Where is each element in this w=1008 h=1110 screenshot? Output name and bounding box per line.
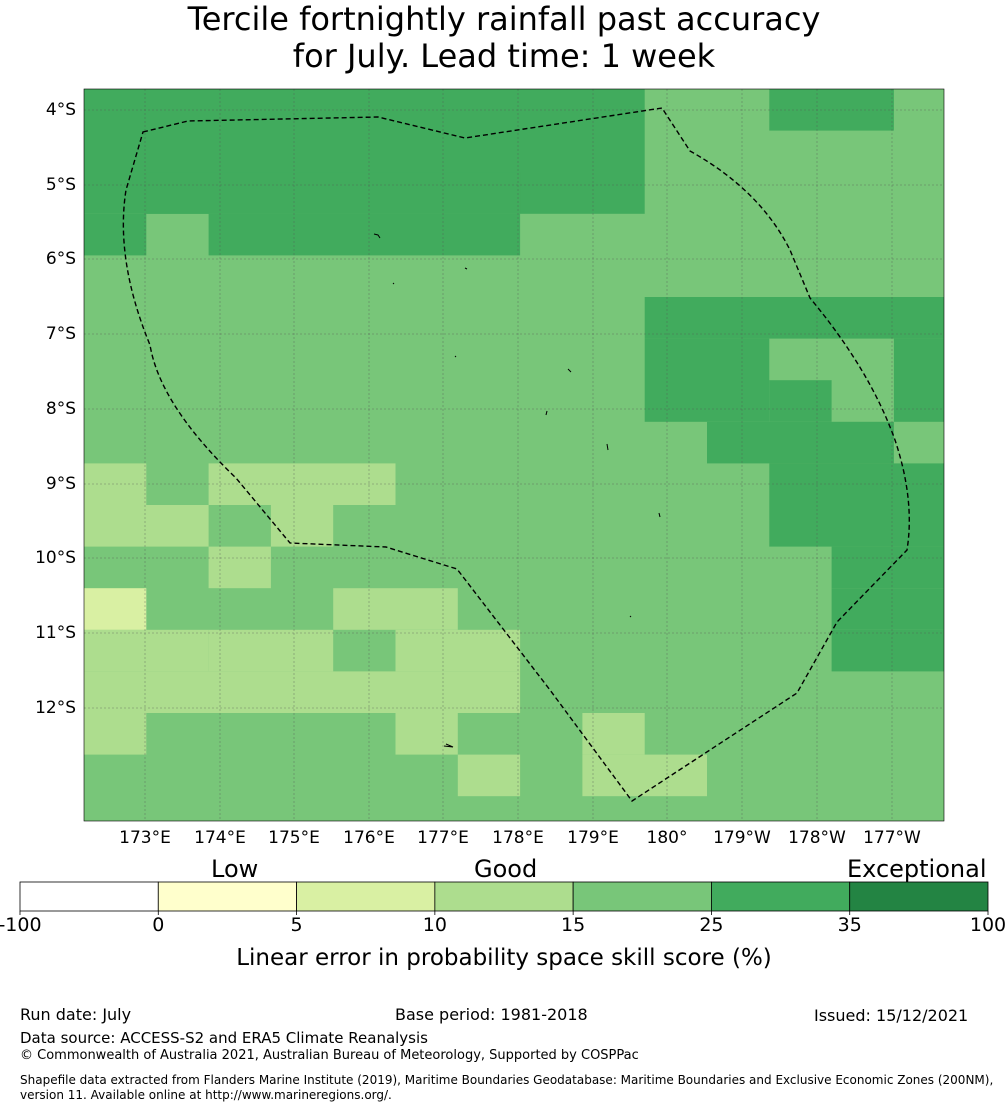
grid-cell-c25 (707, 421, 894, 464)
islands (373, 233, 661, 748)
graticule (84, 89, 944, 821)
copyright: © Commonwealth of Australia 2021, Austra… (20, 1048, 639, 1063)
colorbar-tick-label: 15 (561, 914, 586, 936)
longitude-label: 178°E (492, 828, 544, 848)
colorbar-segment (711, 881, 851, 912)
grid-cell-c10 (84, 463, 147, 505)
longitude-label: 176°E (343, 828, 395, 848)
grid-cell-c25 (831, 629, 944, 672)
latitude-label: 8°S (45, 399, 76, 419)
shapefile-credit-1: Shapefile data extracted from Flanders M… (20, 1073, 994, 1087)
latitude-label: 11°S (35, 623, 76, 643)
latitude-label: 5°S (45, 175, 76, 195)
colorbar-segment (849, 881, 989, 912)
grid-cell-c10 (84, 505, 209, 547)
grid-cell-c25 (208, 213, 521, 256)
grid-cell-c25 (893, 338, 944, 422)
colorbar-tick-label: 35 (837, 914, 862, 936)
category-low: Low (211, 855, 259, 883)
colorbar-segment (572, 881, 712, 912)
latitude-label: 12°S (35, 698, 76, 718)
run-date: Run date: July (20, 1005, 132, 1024)
colorbar-tick-label: 0 (152, 914, 165, 936)
data-source: Data source: ACCESS-S2 and ERA5 Climate … (20, 1029, 428, 1047)
longitude-label: 177°E (417, 828, 469, 848)
grid-cell-c10 (208, 546, 271, 589)
colorbar-segment (434, 881, 574, 912)
longitude-label: 179°W (713, 828, 771, 848)
grid-cell-c25 (84, 213, 147, 256)
colorbar-tick-label: 100 (969, 914, 1007, 936)
grid-cell-c25 (769, 380, 832, 422)
longitude-label: 180° (646, 828, 688, 848)
longitude-label: 179°E (567, 828, 619, 848)
grid-cell-c10 (582, 713, 645, 755)
longitude-label: 173°E (119, 828, 171, 848)
grid-cell-c10 (395, 629, 521, 672)
grid-cell-c5 (84, 588, 147, 630)
grid-cell-c10 (84, 629, 209, 672)
grid-cell-c25 (146, 172, 521, 214)
shapefile-credit-2: version 11. Available online at http://w… (20, 1088, 392, 1102)
colorbar-segment (296, 881, 436, 912)
map-title-line-1: Tercile fortnightly rainfall past accura… (187, 0, 821, 38)
colorbar-title: Linear error in probability space skill … (236, 945, 772, 971)
issued-date: Issued: 15/12/2021 (814, 1006, 969, 1025)
longitude-label: 175°E (268, 828, 320, 848)
category-good: Good (474, 855, 538, 883)
grid-cell-c25 (769, 463, 944, 547)
base-period: Base period: 1981-2018 (395, 1005, 588, 1024)
map-frame (83, 88, 945, 822)
grid-cell-c10 (208, 463, 396, 505)
grid-cell-c10 (270, 505, 334, 547)
category-exceptional: Exceptional (847, 855, 987, 883)
grid-cell-c10 (208, 629, 334, 672)
grid-cell-c25 (831, 588, 944, 630)
grid-cell-c25 (644, 297, 944, 339)
latitude-label: 4°S (45, 100, 76, 120)
longitude-label: 174°E (194, 828, 246, 848)
latitude-label: 7°S (45, 324, 76, 344)
latitude-label: 6°S (45, 249, 76, 269)
colorbar-segment (19, 881, 159, 912)
colorbar (19, 881, 989, 915)
colorbar-tick-label: 25 (699, 914, 724, 936)
map-title-line-2: for July. Lead time: 1 week (292, 37, 716, 75)
grid-cell-c10 (333, 588, 458, 630)
grid-cell-c10 (582, 754, 707, 797)
grid-cell-c10 (84, 713, 147, 755)
grid-cell-c25 (831, 546, 944, 589)
longitude-label: 178°W (788, 828, 846, 848)
latitude-label: 9°S (45, 474, 76, 494)
colorbar-tick-label: 5 (290, 914, 303, 936)
grid-cell-c10 (395, 713, 458, 755)
longitude-label: 177°W (863, 828, 921, 848)
grid-cell-c10 (457, 754, 521, 797)
grid-cell-c25 (769, 89, 894, 131)
colorbar-segment (157, 881, 297, 912)
latitude-label: 10°S (35, 548, 76, 568)
eez-boundary (122, 107, 910, 802)
grid-cell-c25 (644, 338, 770, 422)
skill-grid-cells (84, 89, 944, 821)
colorbar-tick-label: 10 (422, 914, 447, 936)
grid-cell-c10 (84, 671, 521, 713)
colorbar-tick-label: -100 (0, 914, 42, 936)
